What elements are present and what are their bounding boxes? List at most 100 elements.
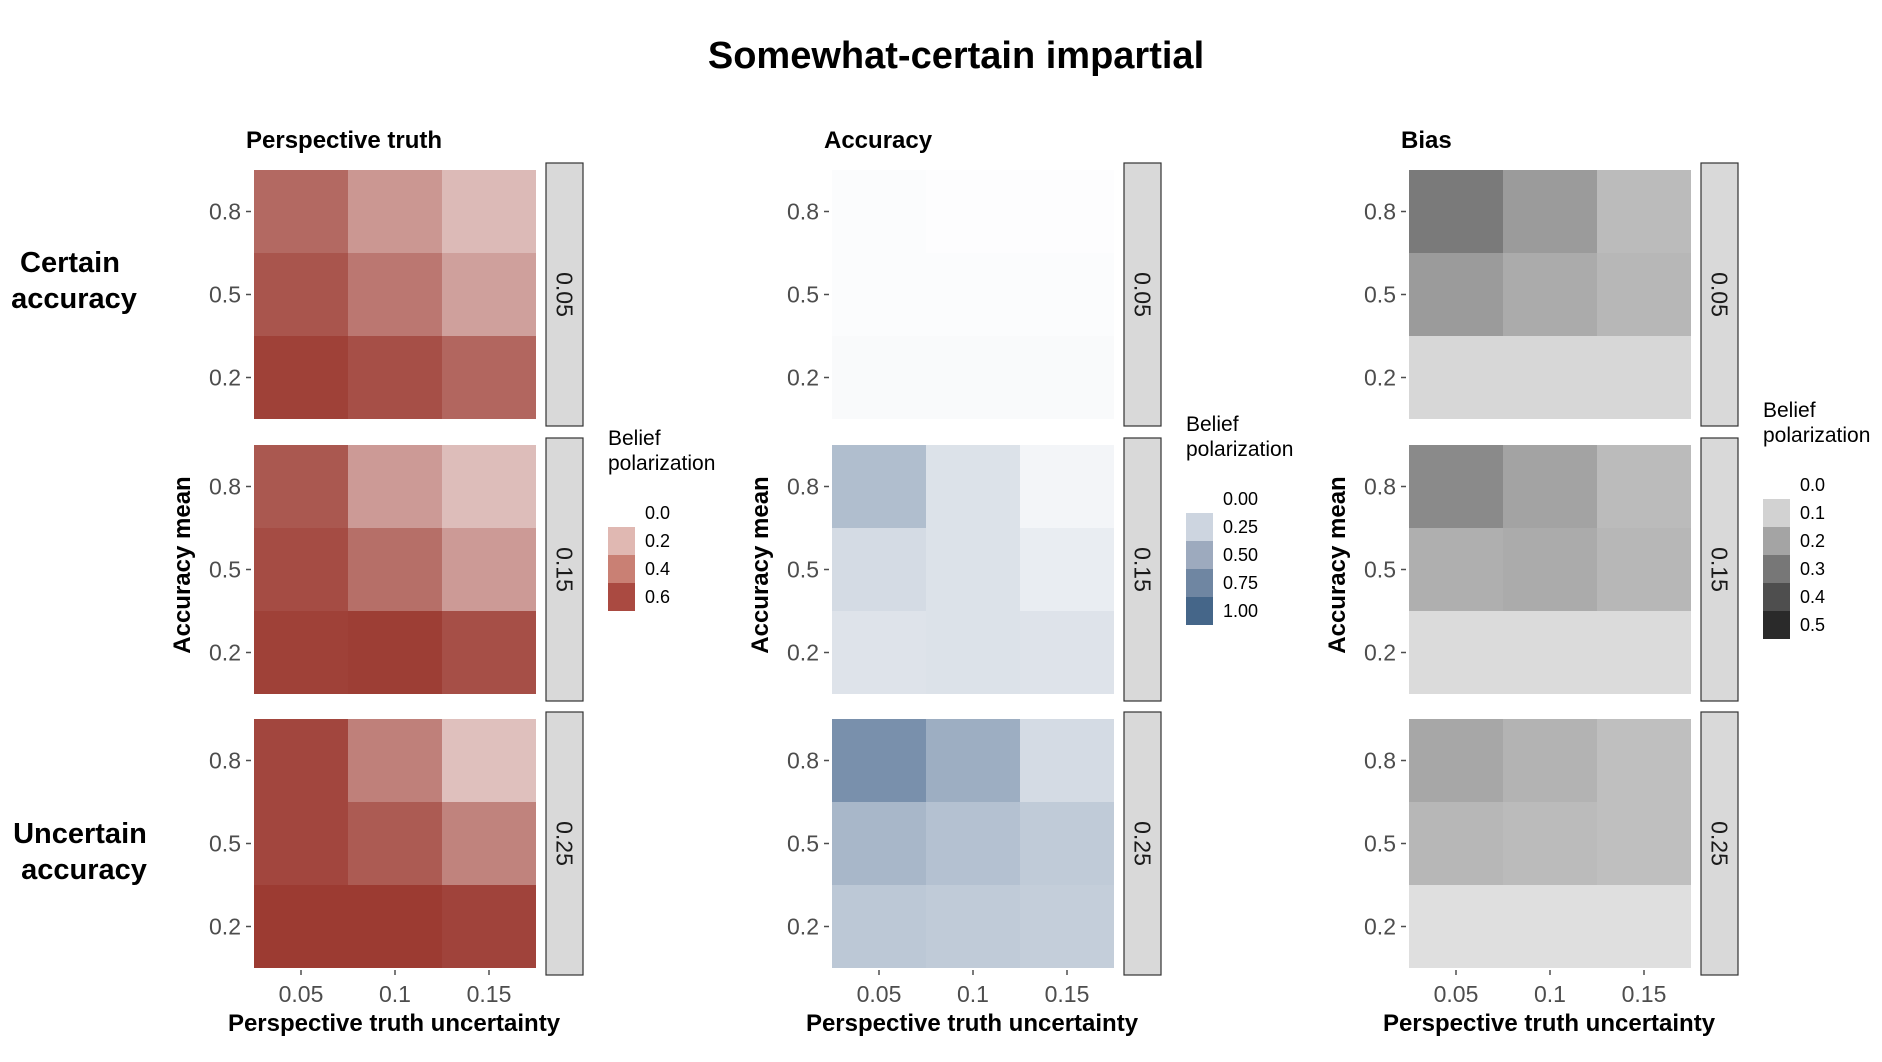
y-axis-title: Accuracy mean [747,476,774,653]
facet-strip-label: 0.05 [1707,272,1733,317]
legend-label: 0.00 [1223,489,1258,509]
heatmap-cell [1503,719,1597,802]
heatmap-cell [1020,802,1114,885]
x-tick-label: 0.05 [857,981,902,1007]
heatmap-cell [1597,611,1691,694]
heatmap-cell [1409,336,1503,419]
heatmap-cell [926,719,1020,802]
y-tick-label: 0.5 [1364,831,1396,857]
facet-strip-label: 0.15 [552,547,578,592]
legend-label: 0.6 [645,587,670,607]
y-tick-label: 0.2 [1364,365,1396,391]
heatmap-cell [348,445,442,528]
heatmap-cell [442,885,536,968]
heatmap-cell [254,528,348,611]
legend-title: polarization [608,452,715,475]
heatmap-accuracy: Accuracy 0.8 0.5 0.2 0.05 0.8 0.5 0.2 0.15 0.8 0.5… [747,127,1293,1037]
facet-strip [1700,162,1739,427]
heatmap-cell [926,802,1020,885]
heatmap-cell [254,885,348,968]
heatmap-cell [254,170,348,253]
y-axis-title: Accuracy mean [1324,476,1351,653]
y-tick-label: 0.8 [1364,748,1396,774]
panel-title: Accuracy [824,127,933,154]
legend-key [1186,597,1213,625]
heatmap-cell [1020,719,1114,802]
heatmap-cell [1020,885,1114,968]
legend-title: polarization [1186,438,1293,461]
legend-key [1763,555,1790,583]
row-label-certain: Certain accuracy [11,247,137,315]
heatmap-cell [442,719,536,802]
x-tick-label: 0.05 [279,981,324,1007]
heatmap-cell [1503,336,1597,419]
panel-title: Perspective truth [246,127,442,154]
heatmap-cell [442,253,536,336]
heatmap-cell [926,336,1020,419]
y-tick-label: 0.5 [787,282,819,308]
legend-label: 0.50 [1223,545,1258,565]
heatmap-cell [926,528,1020,611]
facet-strip-label: 0.25 [1707,821,1733,866]
heatmap-cell [1020,170,1114,253]
x-tick-label: 0.15 [1622,981,1667,1007]
legend-key [1763,583,1790,611]
heatmap-cell [254,611,348,694]
y-tick-label: 0.8 [209,748,241,774]
y-tick-label: 0.2 [1364,640,1396,666]
legend-label: 0.4 [1800,587,1825,607]
heatmap-cell [1020,528,1114,611]
y-tick-label: 0.2 [787,914,819,940]
heatmap-cell [1409,802,1503,885]
y-tick-label: 0.2 [209,914,241,940]
heatmap-cell [1503,445,1597,528]
x-tick-label: 0.15 [467,981,512,1007]
heatmap-cell [1020,336,1114,419]
y-tick-label: 0.8 [1364,199,1396,225]
heatmap-cell [832,170,926,253]
facet-strip-label: 0.15 [1707,547,1733,592]
heatmap-cell [1597,445,1691,528]
y-tick-label: 0.5 [787,557,819,583]
heatmap-cell [1597,719,1691,802]
facet-strip [1700,437,1739,702]
legend-label: 0.0 [1800,475,1825,495]
heatmap-cell [348,170,442,253]
heatmap-bias: Bias 0.8 0.5 0.2 0.05 0.8 0.5 0.2 0.15 0.8 0.5 0.2 0… [1324,127,1870,1037]
facet-strip [545,162,584,427]
heatmap-cell [926,611,1020,694]
legend-key [1763,527,1790,555]
heatmap-cell [1409,528,1503,611]
facet-strip [1700,711,1739,976]
legend-title: Belief [608,427,661,450]
heatmap-cell [832,528,926,611]
legend-key [608,583,635,611]
heatmap-perspective-truth: Perspective truth 0.8 0.5 0.2 0.05 0.8 0.5 0.2 0… [169,127,715,1037]
heatmap-cell [1020,611,1114,694]
y-tick-label: 0.2 [209,365,241,391]
legend-label: 0.2 [1800,531,1825,551]
y-tick-label: 0.8 [209,199,241,225]
legend-key [1186,485,1213,513]
heatmap-cell [832,611,926,694]
legend-title: Belief [1763,399,1816,422]
heatmap-cell [1409,253,1503,336]
heatmap-cell [254,253,348,336]
heatmap-cell [348,885,442,968]
legend-label: 0.4 [645,559,670,579]
heatmap-cell [1503,802,1597,885]
legend-label: 0.75 [1223,573,1258,593]
x-tick-label: 0.1 [379,981,411,1007]
legend-title: polarization [1763,424,1870,447]
heatmap-cell [1020,253,1114,336]
heatmap-cell [442,611,536,694]
facet-strip [1123,711,1162,976]
heatmap-cell [1409,885,1503,968]
heatmap-cell [442,802,536,885]
legend-label: 0.2 [645,531,670,551]
x-axis-title: Perspective truth uncertainty [1383,1010,1716,1037]
y-tick-label: 0.2 [1364,914,1396,940]
heatmap-cell [1409,445,1503,528]
